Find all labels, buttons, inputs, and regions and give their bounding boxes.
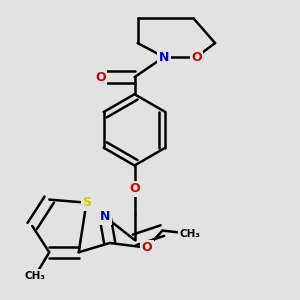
Text: O: O [142,241,152,254]
Text: O: O [191,50,202,64]
Text: O: O [129,182,140,195]
Text: S: S [82,196,91,209]
Text: O: O [95,71,106,84]
Text: CH₃: CH₃ [25,271,46,281]
Text: N: N [159,50,169,64]
Text: CH₃: CH₃ [180,229,201,239]
Text: N: N [100,210,110,223]
